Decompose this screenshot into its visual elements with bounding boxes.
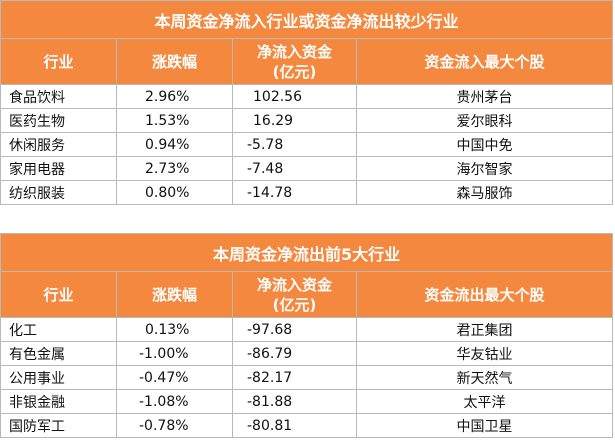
net-flow-cell: -82.17 xyxy=(232,365,357,390)
top-stock-cell: 新天然气 xyxy=(355,365,614,390)
header-top-stock: 资金流出最大个股 xyxy=(355,271,614,318)
top-stock-cell: 中国卫星 xyxy=(355,413,614,438)
industry-cell: 非银金融 xyxy=(0,389,117,414)
change-cell: -0.47% xyxy=(116,365,233,390)
table-row: 食品饮料 2.96% 102.56 贵州茅台 xyxy=(0,84,614,109)
header-industry: 行业 xyxy=(0,271,117,318)
table-row: 有色金属 -1.00% -86.79 华友钴业 xyxy=(0,341,614,366)
industry-cell: 食品饮料 xyxy=(0,84,117,109)
industry-cell: 纺织服装 xyxy=(0,180,117,205)
change-cell: -0.78% xyxy=(116,413,233,438)
change-cell: 0.80% xyxy=(116,180,233,205)
table-row: 化工 0.13% -97.68 君正集团 xyxy=(0,317,614,342)
table-row: 非银金融 -1.08% -81.88 太平洋 xyxy=(0,389,614,414)
change-cell: -1.08% xyxy=(116,389,233,414)
industry-cell: 化工 xyxy=(0,317,117,342)
top-stock-cell: 海尔智家 xyxy=(355,156,614,181)
net-flow-cell: -86.79 xyxy=(232,341,357,366)
net-flow-cell: -14.78 xyxy=(232,180,357,205)
change-cell: 2.73% xyxy=(116,156,233,181)
change-cell: 1.53% xyxy=(116,108,233,133)
top-stock-cell: 华友钴业 xyxy=(355,341,614,366)
industry-cell: 公用事业 xyxy=(0,365,117,390)
header-net-flow: 净流入资金 (亿元) xyxy=(232,271,357,318)
top-stock-cell: 贵州茅台 xyxy=(355,84,614,109)
header-top-stock: 资金流入最大个股 xyxy=(355,38,614,85)
table-row: 国防军工 -0.78% -80.81 中国卫星 xyxy=(0,413,614,438)
outflow-table: 本周资金净流出前5大行业 行业 涨跌幅 净流入资金 (亿元) 资金流出最大个股 化… xyxy=(0,233,614,438)
change-cell: 0.94% xyxy=(116,132,233,157)
table-row: 纺织服装 0.80% -14.78 森马服饰 xyxy=(0,180,614,205)
top-stock-cell: 爱尔眼科 xyxy=(355,108,614,133)
net-flow-cell: -7.48 xyxy=(232,156,357,181)
table-row: 公用事业 -0.47% -82.17 新天然气 xyxy=(0,365,614,390)
industry-cell: 休闲服务 xyxy=(0,132,117,157)
top-stock-cell: 太平洋 xyxy=(355,389,614,414)
header-change: 涨跌幅 xyxy=(116,271,233,318)
header-net-flow-unit: (亿元) xyxy=(272,62,317,81)
header-net-flow: 净流入资金 (亿元) xyxy=(232,38,357,85)
header-industry: 行业 xyxy=(0,38,117,85)
change-cell: 0.13% xyxy=(116,317,233,342)
top-stock-cell: 中国中免 xyxy=(355,132,614,157)
industry-cell: 医药生物 xyxy=(0,108,117,133)
change-cell: -1.00% xyxy=(116,341,233,366)
inflow-table-title: 本周资金净流入行业或资金净流出较少行业 xyxy=(0,0,614,39)
net-flow-cell: -80.81 xyxy=(232,413,357,438)
header-net-flow-line1: 净流入资金 xyxy=(256,42,332,61)
top-stock-cell: 森马服饰 xyxy=(355,180,614,205)
table-row: 医药生物 1.53% 16.29 爱尔眼科 xyxy=(0,108,614,133)
header-net-flow-line1: 净流入资金 xyxy=(256,275,332,294)
net-flow-cell: -97.68 xyxy=(232,317,357,342)
net-flow-cell: 102.56 xyxy=(232,84,357,109)
header-change: 涨跌幅 xyxy=(116,38,233,85)
industry-cell: 国防军工 xyxy=(0,413,117,438)
inflow-table: 本周资金净流入行业或资金净流出较少行业 行业 涨跌幅 净流入资金 (亿元) 资金流… xyxy=(0,0,614,205)
header-net-flow-unit: (亿元) xyxy=(272,295,317,314)
net-flow-cell: -81.88 xyxy=(232,389,357,414)
outflow-table-title: 本周资金净流出前5大行业 xyxy=(0,233,614,272)
table-row: 休闲服务 0.94% -5.78 中国中免 xyxy=(0,132,614,157)
change-cell: 2.96% xyxy=(116,84,233,109)
net-flow-cell: -5.78 xyxy=(232,132,357,157)
industry-cell: 有色金属 xyxy=(0,341,117,366)
net-flow-cell: 16.29 xyxy=(232,108,357,133)
table-row: 家用电器 2.73% -7.48 海尔智家 xyxy=(0,156,614,181)
top-stock-cell: 君正集团 xyxy=(355,317,614,342)
industry-cell: 家用电器 xyxy=(0,156,117,181)
